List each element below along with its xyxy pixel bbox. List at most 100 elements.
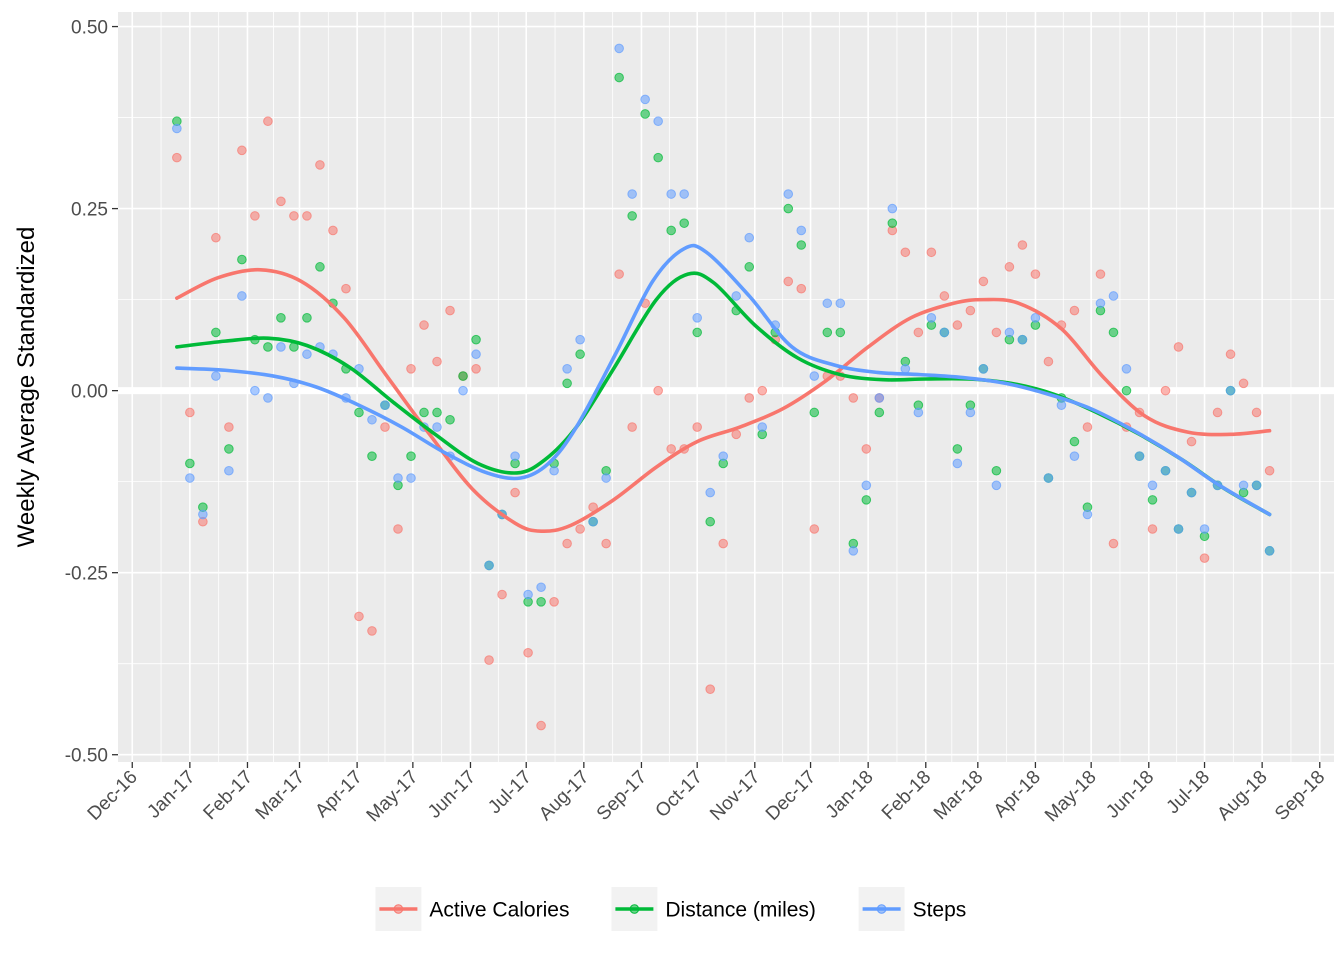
data-point bbox=[913, 327, 924, 338]
data-point bbox=[471, 363, 481, 374]
x-tick-label: Jan-17 bbox=[143, 767, 199, 823]
data-point bbox=[731, 291, 742, 301]
data-point bbox=[744, 232, 755, 243]
data-point bbox=[380, 422, 390, 432]
data-point bbox=[315, 160, 325, 170]
data-point bbox=[809, 524, 820, 534]
data-points bbox=[172, 43, 1275, 731]
data-point bbox=[393, 473, 403, 483]
data-point bbox=[1056, 400, 1067, 411]
data-point bbox=[887, 218, 898, 228]
x-tick-label: Jan-18 bbox=[822, 767, 878, 823]
x-tick-label: Nov-17 bbox=[706, 767, 764, 825]
y-tick-label: 0.00 bbox=[71, 382, 108, 403]
data-point bbox=[757, 385, 768, 396]
data-point bbox=[458, 385, 468, 396]
data-point bbox=[1108, 291, 1119, 301]
legend-label: Steps bbox=[913, 899, 967, 922]
legend-item-1: Distance (miles) bbox=[611, 887, 816, 931]
data-point bbox=[1082, 422, 1093, 432]
data-point bbox=[887, 203, 898, 214]
data-point bbox=[263, 393, 273, 403]
data-point bbox=[419, 320, 429, 330]
x-tick-label: Dec-16 bbox=[84, 767, 142, 825]
data-point bbox=[1030, 269, 1041, 279]
data-point bbox=[705, 684, 716, 694]
data-point bbox=[1069, 436, 1080, 447]
data-point bbox=[1160, 465, 1171, 476]
data-point bbox=[276, 342, 286, 352]
data-point bbox=[692, 422, 702, 432]
data-point bbox=[913, 407, 924, 418]
x-tick-label: Jun-17 bbox=[424, 767, 480, 823]
data-point bbox=[341, 283, 351, 294]
data-point bbox=[809, 407, 820, 418]
data-point bbox=[861, 480, 872, 491]
x-tick-label: Oct-17 bbox=[652, 767, 707, 822]
data-point bbox=[484, 655, 494, 665]
data-point bbox=[848, 393, 859, 403]
data-point bbox=[601, 538, 611, 549]
data-point bbox=[1225, 385, 1236, 396]
data-point bbox=[627, 189, 637, 199]
data-point bbox=[783, 276, 794, 287]
data-point bbox=[783, 189, 794, 199]
data-point bbox=[1095, 298, 1106, 309]
data-point bbox=[614, 269, 624, 279]
data-point bbox=[276, 196, 286, 207]
data-point bbox=[328, 225, 338, 236]
data-point bbox=[510, 487, 520, 498]
data-point bbox=[1199, 524, 1210, 534]
data-point bbox=[1186, 487, 1197, 498]
x-tick-label: Apr-17 bbox=[311, 767, 366, 822]
data-point bbox=[1225, 349, 1236, 360]
y-axis-title: Weekly Average Standardized bbox=[13, 227, 40, 548]
data-point bbox=[419, 407, 429, 418]
data-point bbox=[263, 116, 273, 127]
data-point bbox=[978, 276, 989, 287]
x-tick-label: Jun-18 bbox=[1102, 767, 1158, 823]
data-point bbox=[445, 305, 455, 316]
y-tick-label: -0.50 bbox=[65, 746, 108, 767]
data-point bbox=[835, 298, 846, 309]
data-point bbox=[1264, 465, 1275, 476]
x-tick-label: Apr-18 bbox=[990, 767, 1045, 822]
data-point bbox=[926, 247, 937, 258]
data-point bbox=[406, 451, 416, 461]
data-point bbox=[211, 232, 221, 243]
data-point bbox=[1251, 407, 1262, 418]
data-point bbox=[250, 211, 260, 221]
data-point bbox=[1147, 524, 1158, 534]
data-point bbox=[783, 203, 794, 214]
data-point bbox=[744, 393, 755, 403]
data-point bbox=[367, 451, 377, 461]
data-point bbox=[1121, 385, 1132, 396]
data-point bbox=[367, 626, 377, 636]
data-point bbox=[1017, 334, 1028, 345]
data-point bbox=[302, 313, 312, 323]
y-tick-label: 0.25 bbox=[71, 200, 108, 221]
data-point bbox=[302, 211, 312, 221]
data-point bbox=[1069, 451, 1080, 461]
legend-label: Active Calories bbox=[429, 899, 569, 922]
data-point bbox=[991, 327, 1002, 338]
data-point bbox=[796, 225, 807, 236]
data-point bbox=[952, 320, 963, 330]
data-point bbox=[965, 407, 976, 418]
data-point bbox=[1238, 480, 1249, 491]
data-point bbox=[237, 254, 247, 265]
legend-swatch-point bbox=[876, 904, 887, 914]
data-point bbox=[640, 109, 650, 119]
data-point bbox=[835, 327, 846, 338]
data-point bbox=[432, 407, 442, 418]
data-point bbox=[211, 371, 221, 381]
gridlines bbox=[118, 12, 1334, 762]
x-tick-label: Jul-17 bbox=[484, 767, 535, 818]
data-point bbox=[1186, 436, 1197, 447]
data-point bbox=[874, 407, 885, 418]
data-point bbox=[796, 240, 807, 250]
data-point bbox=[211, 327, 221, 338]
data-point bbox=[536, 582, 546, 593]
